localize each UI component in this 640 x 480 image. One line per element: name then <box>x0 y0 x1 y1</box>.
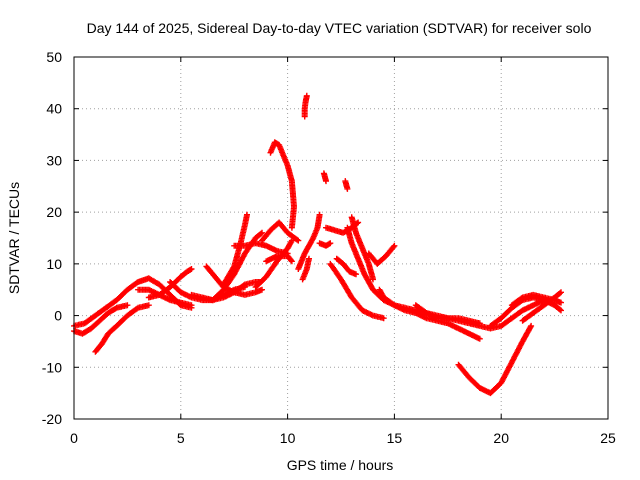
x-tick-label: 5 <box>177 430 185 446</box>
series-track-u <box>316 240 334 249</box>
data-point <box>259 286 265 293</box>
x-tick-label: 15 <box>387 430 403 446</box>
y-tick-label: 0 <box>54 308 62 324</box>
series-track-e <box>145 266 195 301</box>
data-point <box>257 230 264 237</box>
data-series <box>71 92 564 397</box>
data-point <box>370 276 376 283</box>
data-point <box>124 302 131 309</box>
x-tick-label: 25 <box>600 430 616 446</box>
data-point <box>556 290 563 297</box>
x-tick-label: 0 <box>70 430 78 446</box>
data-point <box>306 255 312 262</box>
y-tick-label: 10 <box>46 256 62 272</box>
series-track-s <box>320 170 329 185</box>
data-point <box>288 257 294 264</box>
series-track-p <box>301 92 310 120</box>
y-tick-label: -10 <box>42 359 62 375</box>
x-tick-label: 10 <box>280 430 296 446</box>
series-track-h <box>203 263 265 298</box>
data-point <box>344 185 351 192</box>
series-track-b <box>71 302 131 337</box>
data-point <box>558 289 564 296</box>
data-point <box>476 335 483 342</box>
series-track-c <box>92 302 152 355</box>
data-point <box>556 306 563 313</box>
series-track-aa <box>365 242 398 267</box>
plot-frame <box>73 56 609 420</box>
series-track-k <box>231 240 291 257</box>
grid <box>74 57 608 419</box>
chart-title: Day 144 of 2025, Sidereal Day-to-day VTE… <box>87 20 592 36</box>
data-point <box>323 178 329 185</box>
series-track-n <box>267 139 297 231</box>
y-tick-label: 50 <box>46 49 62 65</box>
series-track-ad <box>455 322 535 397</box>
series-track-z <box>348 214 376 283</box>
series-track-x <box>327 260 387 322</box>
series-track-m <box>259 219 302 244</box>
y-tick-label: 20 <box>46 204 62 220</box>
data-point <box>288 224 295 231</box>
data-point <box>145 302 152 309</box>
data-point <box>188 302 195 309</box>
data-point <box>295 237 302 244</box>
data-point <box>528 322 535 329</box>
data-point <box>259 229 265 236</box>
data-point <box>303 92 310 99</box>
data-point <box>316 211 323 218</box>
data-point <box>327 240 334 247</box>
y-tick-label: 30 <box>46 152 62 168</box>
y-axis-label: SDTVAR / TECUs <box>6 182 22 294</box>
x-tick-label: 20 <box>493 430 509 446</box>
x-axis-label: GPS time / hours <box>287 457 394 473</box>
data-point <box>390 243 397 250</box>
data-point <box>188 266 195 272</box>
data-point <box>294 236 301 243</box>
data-point <box>558 299 564 306</box>
series-track-q <box>295 211 323 272</box>
data-point <box>288 258 295 265</box>
data-point <box>558 307 564 314</box>
data-point <box>391 242 398 249</box>
series-track-o <box>263 253 295 265</box>
y-tick-label: -20 <box>42 411 62 427</box>
series-track-ab <box>376 286 483 342</box>
y-tick-label: 40 <box>46 101 62 117</box>
series-track-ag <box>519 289 564 324</box>
series-track-w <box>333 255 359 278</box>
data-point <box>353 271 359 278</box>
series-track-t <box>342 178 351 192</box>
series-track-r <box>299 255 312 283</box>
data-point <box>380 315 387 322</box>
data-point <box>244 211 250 218</box>
axis-ticks: 0 5 10 15 20 25 -20 -10 0 10 20 30 40 50 <box>42 49 616 446</box>
